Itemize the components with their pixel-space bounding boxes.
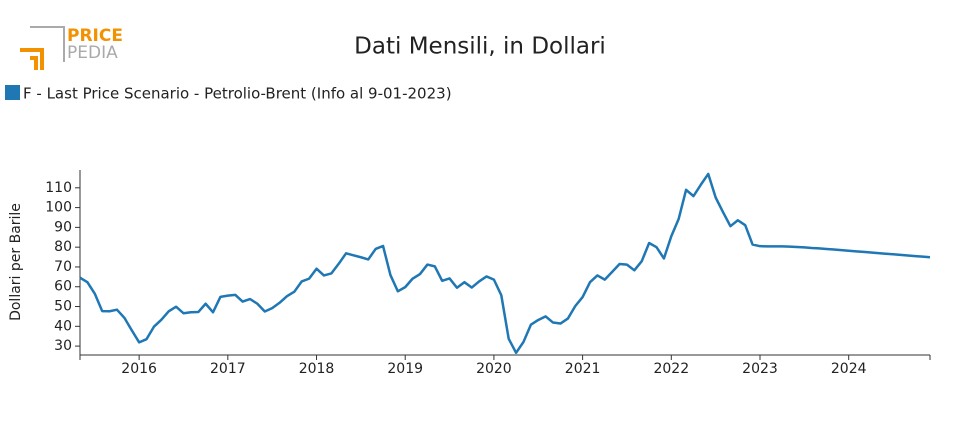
x-tick-label: 2024 — [831, 361, 867, 377]
x-tick-label: 2020 — [476, 361, 512, 377]
x-tick-label: 2017 — [210, 361, 246, 377]
y-tick-label: 70 — [54, 259, 72, 275]
y-axis-label: Dollari per Barile — [8, 203, 24, 321]
y-tick-label: 90 — [54, 219, 72, 235]
logo-shape — [20, 48, 44, 70]
line — [79, 172, 931, 355]
y-tick-label: 50 — [54, 299, 72, 315]
y-tick-label: 60 — [54, 279, 72, 295]
x-tick-label: 2019 — [387, 361, 423, 377]
y-tick-label: 100 — [45, 200, 72, 216]
x-tick-label: 2022 — [653, 361, 689, 377]
legend-swatch — [5, 85, 20, 100]
y-tick-label: 30 — [54, 338, 72, 354]
logo-shape — [30, 26, 65, 62]
chart-title: Dati Mensili, in Dollari — [354, 34, 606, 60]
y-tick-label: 110 — [45, 180, 72, 196]
logo-text: PEDIA — [67, 43, 118, 63]
legend-label: F - Last Price Scenario - Petrolio-Brent… — [23, 85, 452, 103]
logo: PRICE PEDIA — [20, 26, 123, 70]
x-tick-label: 2018 — [299, 361, 335, 377]
x-tick-label: 2021 — [565, 361, 601, 377]
x-tick-label: 2016 — [121, 361, 157, 377]
x-tick-label: 2023 — [742, 361, 778, 377]
y-tick-label: 80 — [54, 239, 72, 255]
logo-text: PRICE — [67, 26, 123, 46]
y-tick-label: 40 — [54, 318, 72, 334]
